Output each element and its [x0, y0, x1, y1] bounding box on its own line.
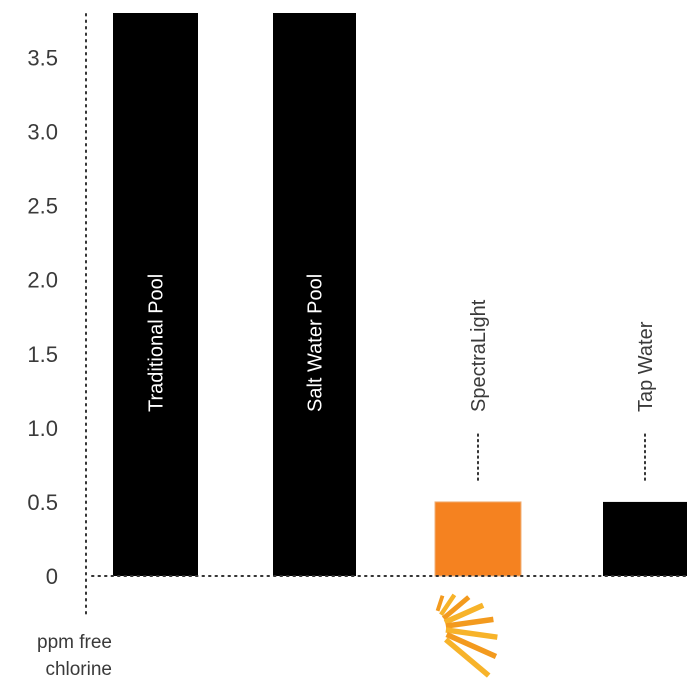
logo-ray — [445, 616, 494, 629]
bar-label: Tap Water — [635, 321, 657, 412]
logo-ray — [441, 595, 471, 621]
logo-ray — [435, 595, 445, 612]
logo-ray — [444, 637, 491, 678]
bar — [273, 13, 356, 576]
y-tick-label: 1.5 — [27, 342, 58, 367]
bar-label: Traditional Pool — [146, 274, 168, 412]
y-tick-label: 3.0 — [27, 120, 58, 145]
logo-ray — [445, 631, 498, 659]
y-tick-label: 1.0 — [27, 416, 58, 441]
bar-label: Salt Water Pool — [305, 274, 327, 412]
y-axis-title-line-1: ppm free — [37, 632, 112, 653]
y-tick-label: 2.0 — [27, 268, 58, 293]
y-axis: 0 0.5 1.0 1.5 2.0 2.5 3.0 3.5 — [27, 13, 87, 615]
bar-label: SpectraLight — [468, 299, 490, 412]
bars — [113, 13, 687, 577]
y-tick-label: 0 — [46, 564, 58, 589]
spectralight-logo — [435, 593, 498, 678]
logo-ray — [443, 602, 485, 625]
y-axis-title-line-2: chlorine — [45, 659, 112, 680]
y-tick-label: 2.5 — [27, 194, 58, 219]
logo-ray — [439, 593, 457, 616]
bar — [434, 501, 522, 577]
bar — [603, 501, 687, 576]
bar — [113, 13, 198, 576]
y-tick-label: 0.5 — [27, 490, 58, 515]
logo-ray — [445, 627, 498, 640]
y-tick-label: 3.5 — [27, 45, 58, 70]
bar-labels: Traditional Pool Salt Water Pool SpectraLi… — [146, 274, 657, 481]
